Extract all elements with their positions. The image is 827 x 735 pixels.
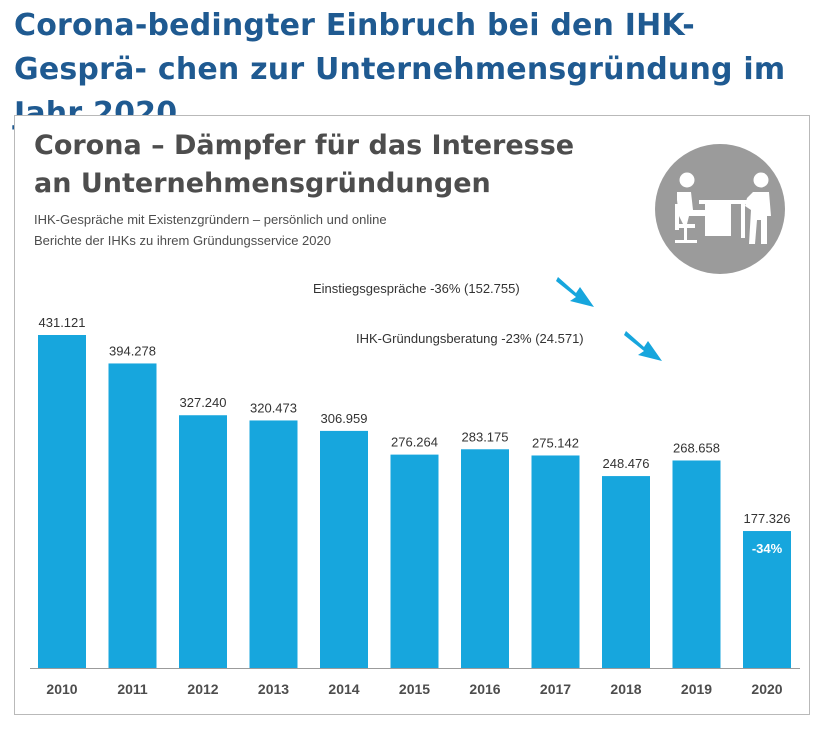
data-label-2019: 268.658	[673, 440, 720, 455]
chart-subtitle-line-1: IHK-Gespräche mit Existenzgründern – per…	[34, 212, 387, 227]
x-tick-label-2015: 2015	[399, 681, 430, 697]
x-tick-label-2018: 2018	[610, 681, 641, 697]
x-tick-label-2019: 2019	[681, 681, 712, 697]
data-label-2016: 283.175	[462, 429, 509, 444]
chart-title: Corona – Dämpfer für das Interesse an Un…	[34, 130, 575, 199]
x-tick-label-2013: 2013	[258, 681, 289, 697]
bar-2020	[743, 531, 791, 668]
bar-2012	[179, 415, 227, 668]
data-label-2015: 276.264	[391, 435, 438, 450]
bar-2014	[320, 430, 368, 668]
callout-gruendungsberatung: IHK-Gründungsberatung -23% (24.571)	[356, 331, 584, 346]
x-tick-label-2012: 2012	[187, 681, 218, 697]
x-tick-label-2010: 2010	[46, 681, 77, 697]
data-label-2018: 248.476	[603, 456, 650, 471]
bar-2011	[108, 363, 157, 668]
change-label-2020: -34%	[752, 541, 783, 556]
bar-2019	[672, 460, 721, 668]
bar-2017	[531, 455, 580, 668]
bar-2018	[602, 476, 650, 668]
data-label-2017: 275.142	[532, 435, 579, 450]
bar-2016	[461, 449, 509, 668]
x-tick-label-2017: 2017	[540, 681, 571, 697]
consultation-meeting-icon	[655, 144, 785, 274]
x-tick-label-2011: 2011	[117, 681, 148, 697]
bar-2013	[249, 420, 298, 668]
callout-einstiegsgespraeche: Einstiegsgespräche -36% (152.755)	[313, 281, 520, 296]
data-label-2014: 306.959	[321, 411, 368, 426]
data-label-2013: 320.473	[250, 400, 297, 415]
down-arrow-icon	[556, 277, 594, 307]
bar-2015	[390, 454, 439, 668]
bar-2010	[38, 335, 86, 668]
x-tick-label-2016: 2016	[469, 681, 500, 697]
x-tick-label-2020: 2020	[751, 681, 782, 697]
x-tick-label-2014: 2014	[328, 681, 359, 697]
down-arrow-icon	[624, 331, 662, 361]
data-label-2020: 177.326	[744, 511, 791, 526]
page-title: Corona-bedingter Einbruch bei den IHK-Ge…	[14, 8, 786, 131]
chart-subtitle-line-2: Berichte der IHKs zu ihrem Gründungsserv…	[34, 233, 331, 248]
data-label-2010: 431.121	[39, 315, 86, 330]
data-label-2011: 394.278	[109, 343, 156, 358]
data-label-2012: 327.240	[180, 395, 227, 410]
